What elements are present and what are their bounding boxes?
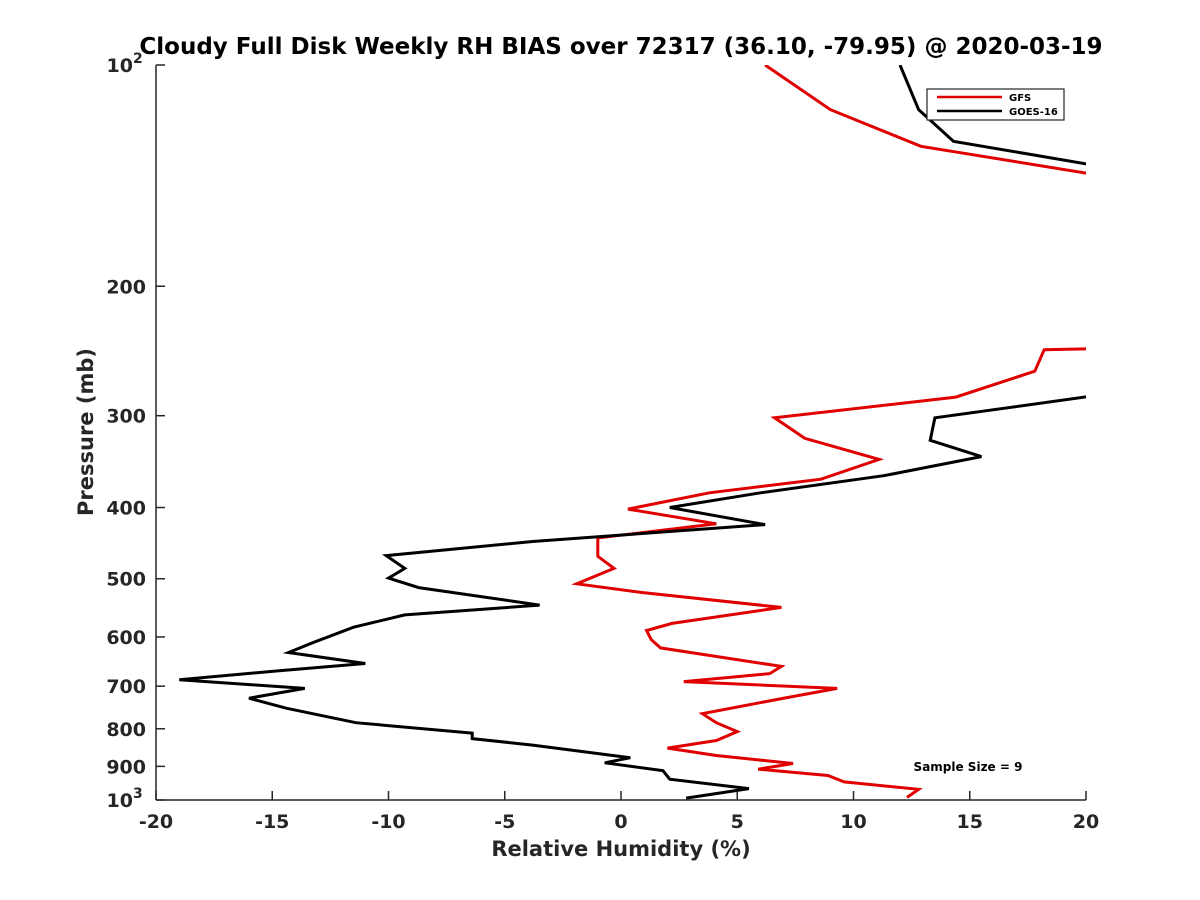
- x-tick-label: -10: [371, 811, 405, 833]
- y-tick-label: 500: [106, 569, 146, 591]
- chart-title: Cloudy Full Disk Weekly RH BIAS over 723…: [139, 34, 1102, 60]
- x-tick-label: 5: [731, 811, 744, 833]
- y-tick-label: 900: [106, 756, 146, 778]
- y-tick-label: 400: [106, 498, 146, 520]
- x-tick-label: 10: [840, 811, 866, 833]
- series-line-gfs-1: [764, 65, 1086, 175]
- legend-box: [926, 88, 1065, 121]
- sample-size-annotation: Sample Size = 9: [914, 760, 1023, 774]
- x-tick-label: 0: [614, 811, 627, 833]
- y-tick-label: 200: [106, 276, 146, 298]
- y-axis-label: Pressure (mb): [74, 348, 98, 516]
- y-tick-label: 800: [106, 719, 146, 741]
- series-line-goes-16-1: [898, 65, 1086, 166]
- y-tick-label: 10: [107, 790, 133, 812]
- series-line-goes-16-2: [179, 395, 1086, 800]
- x-tick-label: 20: [1073, 811, 1099, 833]
- legend-label: GOES-16: [1009, 107, 1058, 118]
- x-axis-label: Relative Humidity (%): [491, 837, 750, 861]
- y-tick-label: 600: [106, 627, 146, 649]
- series-layer: [179, 65, 1086, 800]
- x-tick-label: -5: [494, 811, 515, 833]
- y-tick-exponent: 2: [133, 51, 143, 67]
- y-tick-label: 300: [106, 406, 146, 428]
- y-tick-label: 700: [106, 676, 146, 698]
- legend-label: GFS: [1009, 93, 1031, 104]
- y-tick-label: 10: [107, 55, 133, 77]
- x-tick-label: -15: [255, 811, 289, 833]
- x-tick-label: 15: [957, 811, 983, 833]
- series-line-gfs-2: [571, 347, 1086, 799]
- x-tick-label: -20: [139, 811, 173, 833]
- y-tick-exponent: 3: [133, 786, 143, 802]
- legend: GFS GOES-16: [926, 88, 1065, 121]
